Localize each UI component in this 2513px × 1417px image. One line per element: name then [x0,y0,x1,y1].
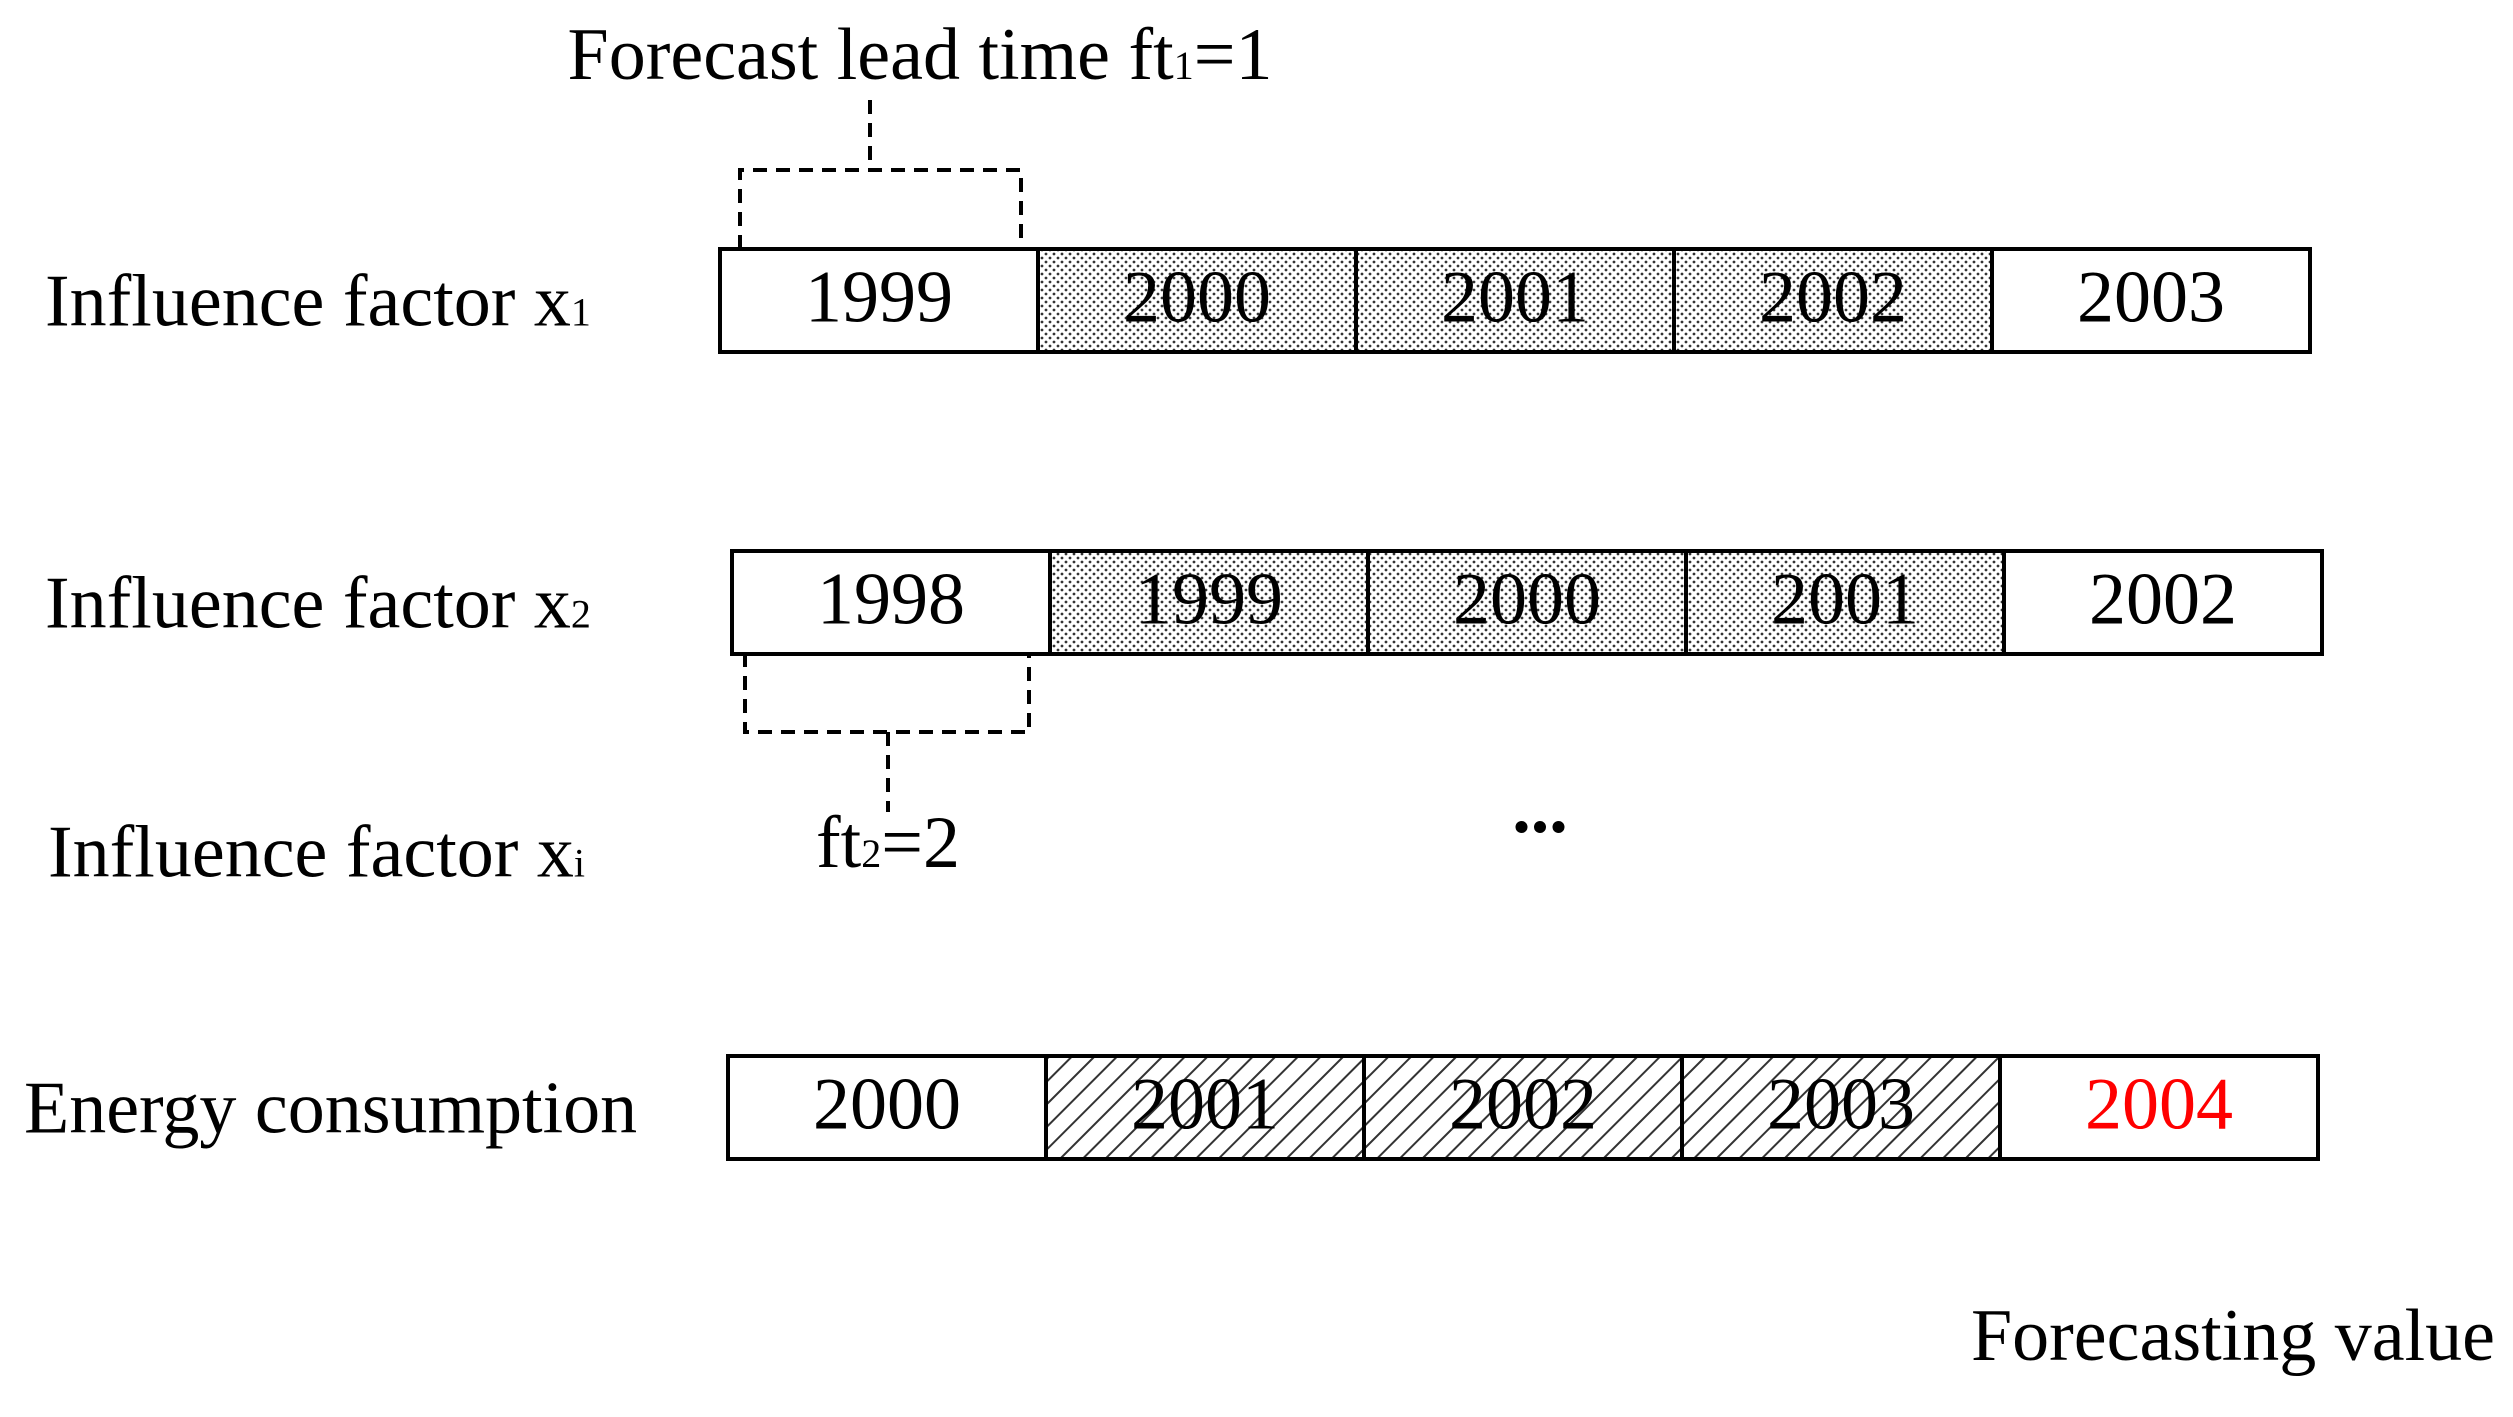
cell-year: 2003 [2077,256,2225,338]
cell [1366,549,1688,656]
cell-year: 2003 [1767,1063,1915,1145]
row-label-sub: 1 [571,290,591,335]
lead-time-sub: 2 [861,831,881,876]
cell [1362,1054,1684,1161]
lead-time-suffix: =2 [881,802,960,884]
lead-time-suffix: =1 [1194,14,1273,96]
row-label-text: Influence factor x [45,260,571,342]
ellipsis: ... [1512,767,1568,849]
row-label-text: Influence factor x [45,562,571,644]
row-label-text: Influence factor x [48,811,574,893]
cell-year: 2004 [2085,1063,2233,1145]
cell [730,549,1052,656]
bracket-1 [738,100,1023,249]
cell [1044,1054,1366,1161]
forecast-label: Forecasting value [1971,1295,2495,1377]
cell-year: 1999 [805,256,953,338]
row-label-sub: i [574,841,585,886]
lead-time-sub: 1 [1174,43,1194,88]
cell [1036,247,1358,354]
row-label-text: Energy consumption [24,1067,637,1149]
lead-time-2: ft2=2 [816,802,960,884]
row-label: Influence factor xi [48,811,585,893]
cell [1684,549,2006,656]
cell [1680,1054,2002,1161]
cell-year: 1999 [1135,558,1283,640]
cell-year: 2000 [813,1063,961,1145]
cell-year: 2001 [1131,1063,1279,1145]
cell-year: 1998 [817,558,965,640]
cell-year: 2001 [1441,256,1589,338]
lead-time-text: Forecast lead time ft [568,14,1175,96]
cell [2002,549,2324,656]
cell-year: 2000 [1453,558,1601,640]
cell [1990,247,2312,354]
cell [1998,1054,2320,1161]
cell [1354,247,1676,354]
row-label-sub: 2 [571,592,591,637]
cell-year: 2000 [1123,256,1271,338]
row-label: Influence factor x2 [45,562,591,644]
lead-time-1: Forecast lead time ft1=1 [568,14,1273,96]
lead-time-text: ft [816,802,862,884]
cell-year: 2002 [1449,1063,1597,1145]
cell-year: 2002 [2089,558,2237,640]
row-label: Influence factor x1 [45,260,591,342]
cell-year: 2001 [1771,558,1919,640]
cell [1048,549,1370,656]
cell-year: 2002 [1759,256,1907,338]
row-label: Energy consumption [24,1067,637,1149]
cell [718,247,1040,354]
bracket-2 [743,653,1031,812]
